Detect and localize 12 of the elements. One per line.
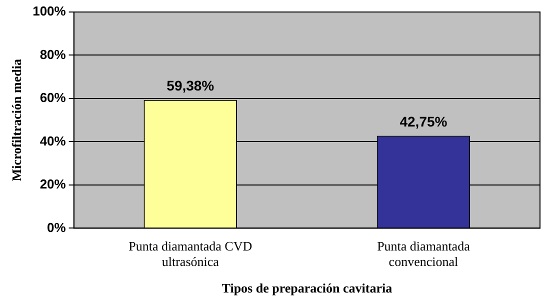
data-label: 59,38% <box>166 78 215 94</box>
y-tick-label: 80% <box>40 46 66 62</box>
data-label: 42,75% <box>400 114 448 130</box>
y-tick-label: 20% <box>40 176 66 192</box>
y-tick-label: 40% <box>40 133 66 148</box>
y-tick-label: 100% <box>32 4 66 19</box>
y-tick-label: 60% <box>40 90 66 106</box>
y-axis-title: Microfiltración media <box>9 58 24 182</box>
x-tick-label: Punta diamantada CVD ultrasónica <box>128 238 252 270</box>
x-axis-title: Tipos de preparación cavitaria <box>222 280 393 296</box>
y-tick-label: 0% <box>47 220 66 235</box>
x-tick-label: Punta diamantada convencional <box>377 238 470 270</box>
